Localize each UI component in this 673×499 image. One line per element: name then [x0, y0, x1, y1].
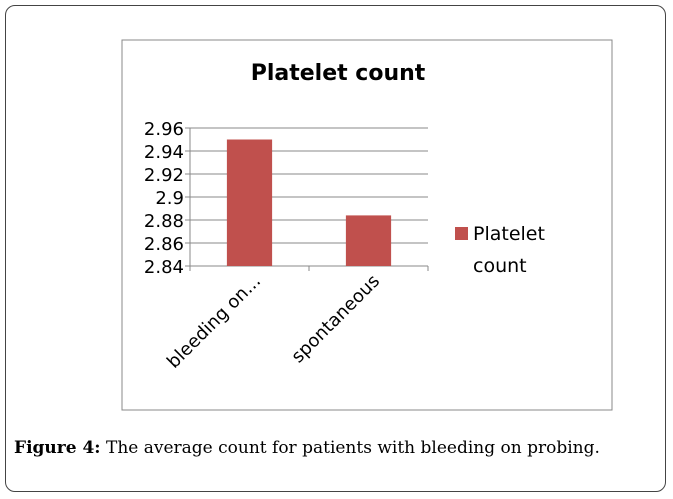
y-tick-label: 2.88 [144, 211, 184, 232]
y-tick-label: 2.84 [144, 257, 184, 278]
legend-swatch [455, 227, 468, 240]
y-tick-label: 2.92 [144, 165, 184, 186]
y-tick-label: 2.94 [144, 142, 184, 163]
caption-label: Figure 4: [14, 438, 101, 458]
y-tick-label: 2.9 [155, 188, 184, 209]
caption-text: The average count for patients with blee… [105, 438, 600, 458]
caption: Figure 4: The average count for patients… [14, 438, 600, 458]
figure-frame [5, 5, 666, 492]
y-tick-label: 2.96 [144, 119, 184, 140]
legend-label: Platelet count [473, 223, 545, 277]
y-tick-label: 2.86 [144, 234, 184, 255]
bar [226, 139, 273, 266]
bar [345, 215, 392, 266]
chart-title: Platelet count [251, 61, 426, 86]
chart-area [121, 39, 613, 411]
